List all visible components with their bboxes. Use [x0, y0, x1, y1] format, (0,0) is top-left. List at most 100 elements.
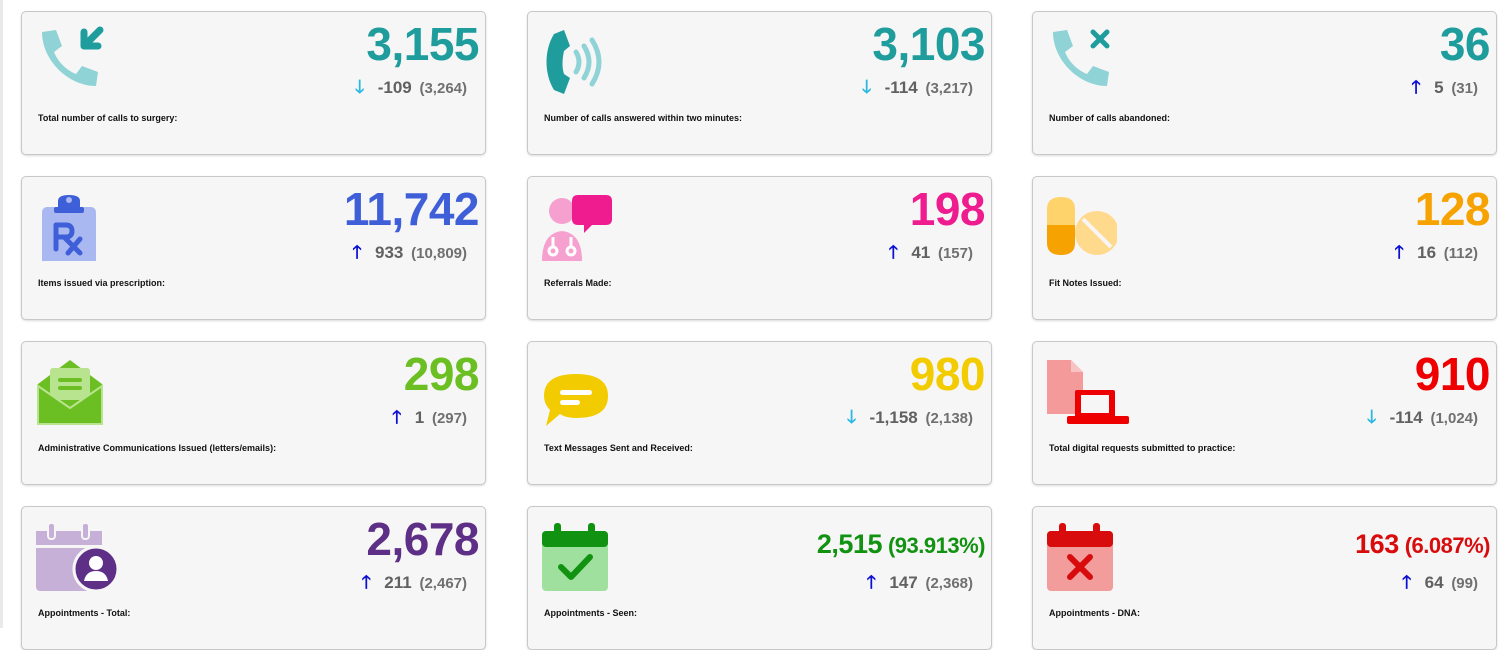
kpi-card-calls-abandoned: 36 🡑 5 (31) Number of calls abandoned:: [1032, 11, 1497, 155]
kpi-value-percent: (93.913%): [887, 533, 986, 558]
kpi-card-referrals: 198 🡑 41 (157) Referrals Made:: [527, 176, 992, 320]
phone-missed-icon: [1045, 24, 1117, 96]
arrow-up-icon: 🡑: [361, 572, 371, 592]
kpi-value-number: 163: [1355, 529, 1399, 559]
arrow-down-icon: 🡓: [355, 77, 365, 97]
kpi-change-value: -114: [1389, 408, 1423, 427]
digital-request-laptop-icon: [1045, 354, 1129, 426]
kpi-label: Items issued via prescription:: [38, 278, 166, 288]
kpi-label: Number of calls answered within two minu…: [544, 113, 743, 123]
kpi-value: 2,678: [366, 513, 479, 565]
arrow-up-icon: 🡑: [1411, 77, 1421, 97]
calendar-cross-icon: [1045, 519, 1117, 591]
kpi-previous-value: (2,138): [925, 410, 973, 427]
kpi-value-number: 2,515: [816, 529, 883, 559]
kpi-card-appointments-total: 2,678 🡑 211 (2,467) Appointments - Total:: [21, 506, 486, 650]
arrow-down-icon: 🡓: [1366, 407, 1377, 427]
kpi-value: 3,155: [366, 18, 479, 70]
kpi-label: Number of calls abandoned:: [1049, 113, 1171, 123]
arrow-down-icon: 🡓: [861, 77, 872, 97]
kpi-change: 🡑 41 (157): [885, 241, 973, 265]
kpi-card-fit-notes: 128 🡑 16 (112) Fit Notes Issued:: [1032, 176, 1497, 320]
pills-icon: [1045, 189, 1117, 261]
kpi-value: 128: [1414, 183, 1491, 235]
kpi-label: Referrals Made:: [544, 278, 612, 288]
arrow-up-icon: 🡑: [888, 242, 898, 262]
kpi-label: Appointments - Seen:: [544, 608, 638, 618]
kpi-change: 🡓 -1,158 (2,138): [844, 406, 973, 430]
chat-bubble-icon: [540, 354, 612, 426]
kpi-label: Text Messages Sent and Received:: [544, 443, 693, 453]
kpi-card-appointments-dna: 163 (6.087%) 🡑 64 (99) Appointments - DNA:: [1032, 506, 1497, 650]
kpi-previous-value: (297): [431, 410, 467, 427]
kpi-change-value: 64: [1424, 573, 1444, 592]
kpi-label: Total digital requests submitted to prac…: [1049, 443, 1236, 453]
kpi-change-value: -1,158: [869, 408, 918, 427]
kpi-change-value: 5: [1434, 78, 1444, 97]
kpi-change: 🡑 64 (99): [1399, 571, 1478, 595]
kpi-change-value: 16: [1417, 243, 1437, 262]
kpi-previous-value: (31): [1451, 80, 1478, 97]
arrow-down-icon: 🡓: [846, 407, 857, 427]
kpi-value: 198: [909, 183, 986, 235]
kpi-label: Fit Notes Issued:: [1049, 278, 1122, 288]
calendar-user-icon: [34, 519, 118, 591]
kpi-card-text-messages: 980 🡓 -1,158 (2,138) Text Messages Sent a…: [527, 341, 992, 485]
kpi-label: Appointments - DNA:: [1049, 608, 1140, 618]
prescription-clipboard-icon: [34, 189, 106, 261]
kpi-value: 2,515 (93.913%): [816, 521, 986, 569]
kpi-label: Administrative Communications Issued (le…: [38, 443, 277, 453]
kpi-change: 🡑 5 (31): [1408, 76, 1478, 100]
kpi-card-appointments-seen: 2,515 (93.913%) 🡑 147 (2,368) Appointments…: [527, 506, 992, 650]
kpi-change: 🡓 -114 (1,024): [1364, 406, 1478, 430]
kpi-change-value: 147: [889, 573, 918, 592]
kpi-previous-value: (112): [1443, 245, 1478, 262]
kpi-change-value: 41: [911, 243, 931, 262]
kpi-value: 36: [1439, 18, 1491, 70]
arrow-up-icon: 🡑: [1394, 242, 1404, 262]
kpi-change: 🡑 211 (2,467): [358, 571, 467, 595]
kpi-label: Appointments - Total:: [38, 608, 131, 618]
arrow-up-icon: 🡑: [392, 407, 402, 427]
page-left-edge: [0, 0, 3, 628]
kpi-value: 298: [403, 348, 480, 400]
kpi-previous-value: (2,467): [419, 575, 467, 592]
calendar-check-icon: [540, 519, 612, 591]
arrow-up-icon: 🡑: [1401, 572, 1412, 592]
kpi-change: 🡑 933 (10,809): [349, 241, 467, 265]
kpi-previous-value: (10,809): [411, 245, 467, 262]
arrow-up-icon: 🡑: [866, 572, 877, 592]
kpi-change: 🡓 -109 (3,264): [352, 76, 467, 100]
kpi-card-admin-communications: 298 🡑 1 (297) Administrative Communicatio…: [21, 341, 486, 485]
kpi-change-value: -109: [377, 78, 412, 97]
arrow-up-icon: 🡑: [352, 242, 362, 262]
kpi-change-value: 933: [375, 243, 404, 262]
kpi-change: 🡓 -114 (3,217): [859, 76, 973, 100]
kpi-value: 3,103: [872, 18, 985, 70]
open-envelope-icon: [34, 354, 106, 426]
kpi-previous-value: (99): [1451, 575, 1478, 592]
kpi-value: 910: [1414, 348, 1491, 400]
kpi-previous-value: (3,264): [419, 80, 467, 97]
kpi-value: 980: [909, 348, 986, 400]
kpi-card-calls-answered: 3,103 🡓 -114 (3,217) Number of calls answ…: [527, 11, 992, 155]
kpi-card-digital-requests: 910 🡓 -114 (1,024) Total digital requests…: [1032, 341, 1497, 485]
kpi-change-value: -114: [884, 78, 918, 97]
phone-incoming-icon: [34, 24, 106, 96]
kpi-previous-value: (3,217): [925, 80, 973, 97]
kpi-previous-value: (157): [937, 245, 973, 262]
kpi-change: 🡑 147 (2,368): [863, 571, 973, 595]
kpi-value-percent: (6.087%): [1404, 533, 1491, 558]
kpi-value: 163 (6.087%): [1355, 521, 1490, 569]
kpi-change-value: 211: [384, 573, 412, 592]
kpi-value: 11,742: [343, 183, 480, 235]
kpi-change-value: 1: [414, 408, 425, 427]
kpi-label: Total number of calls to surgery:: [38, 113, 178, 123]
phone-ringing-icon: [540, 24, 612, 96]
kpi-change: 🡑 16 (112): [1391, 241, 1478, 265]
doctor-referral-icon: [540, 189, 612, 261]
kpi-card-prescription-items: 11,742 🡑 933 (10,809) Items issued via pr…: [21, 176, 486, 320]
kpi-previous-value: (2,368): [925, 575, 973, 592]
kpi-change: 🡑 1 (297): [389, 406, 467, 430]
kpi-previous-value: (1,024): [1430, 410, 1478, 427]
